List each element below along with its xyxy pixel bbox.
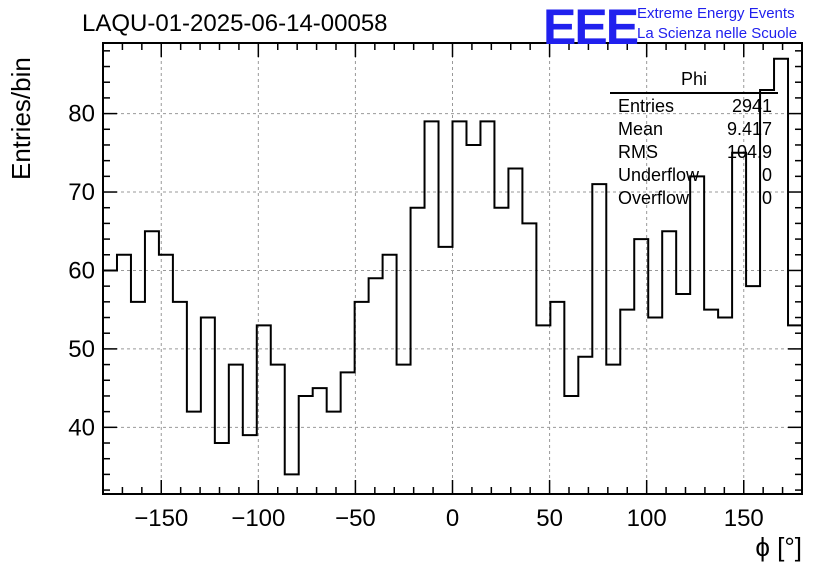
x-tick-label: 50 <box>536 505 563 532</box>
stats-label: Entries <box>618 96 675 116</box>
logo-line-2: La Scienza nelle Scuole <box>637 25 798 42</box>
x-tick-label: −150 <box>134 505 188 532</box>
stats-row-overflow: Overflow 0 <box>610 187 778 210</box>
y-tick-label: 50 <box>68 336 95 363</box>
x-tick-label: −50 <box>335 505 376 532</box>
stats-row-rms: RMS 104.9 <box>610 141 778 164</box>
stats-value: 104.9 <box>726 142 772 162</box>
stats-row-entries: Entries 2941 <box>610 95 778 118</box>
logo-line-1: Extreme Energy Events <box>637 5 795 22</box>
stats-value: 0 <box>761 188 772 208</box>
x-tick-label: 100 <box>627 505 667 532</box>
histogram-outline <box>103 57 802 476</box>
stats-row-mean: Mean 9.417 <box>610 118 778 141</box>
y-tick-label: 80 <box>68 101 95 128</box>
stats-value: 9.417 <box>726 119 772 139</box>
stats-box: Phi Entries 2941 Mean 9.417 RMS 104.9 Un… <box>610 69 778 210</box>
y-axis-label: Entries/bin <box>6 57 36 180</box>
stats-label: Mean <box>618 119 664 139</box>
stats-row-underflow: Underflow 0 <box>610 164 778 187</box>
tick-labels: −150 −100 −50 0 50 100 150 40 50 60 70 80 <box>68 101 763 532</box>
x-tick-label: 0 <box>446 505 459 532</box>
histogram-title: LAQU-01-2025-06-14-00058 <box>82 10 388 37</box>
axis-ticks <box>102 43 803 494</box>
eee-logo-caption: Extreme Energy Events La Scienza nelle S… <box>637 4 797 44</box>
y-tick-label: 40 <box>68 414 95 441</box>
stats-label: Underflow <box>618 165 700 185</box>
y-tick-label: 60 <box>68 257 95 284</box>
stats-label: Overflow <box>618 188 690 208</box>
stats-value: 2941 <box>731 96 772 116</box>
stats-box-name: Phi <box>610 69 778 94</box>
grid-lines <box>103 43 802 494</box>
eee-logo: EEE <box>543 0 639 55</box>
x-axis-label: ϕ [°] <box>755 532 802 562</box>
stats-value: 0 <box>761 165 772 185</box>
y-tick-label: 70 <box>68 179 95 206</box>
plot-frame <box>102 42 803 495</box>
x-tick-label: −100 <box>231 505 285 532</box>
x-tick-label: 150 <box>724 505 764 532</box>
stats-label: RMS <box>618 142 658 162</box>
